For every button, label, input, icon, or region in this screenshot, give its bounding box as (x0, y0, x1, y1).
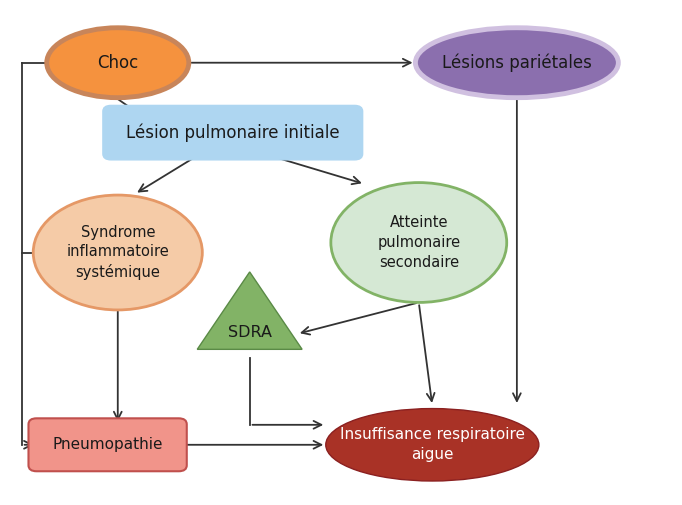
Text: Choc: Choc (97, 54, 138, 72)
Ellipse shape (33, 195, 203, 310)
Ellipse shape (326, 409, 539, 481)
Text: Insuffisance respiratoire
aigue: Insuffisance respiratoire aigue (340, 427, 525, 462)
Ellipse shape (331, 183, 507, 302)
Text: Atteinte
pulmonaire
secondaire: Atteinte pulmonaire secondaire (377, 215, 460, 270)
Text: Lésion pulmonaire initiale: Lésion pulmonaire initiale (126, 123, 340, 142)
Ellipse shape (47, 28, 189, 97)
Text: Syndrome
inflammatoire
systémique: Syndrome inflammatoire systémique (66, 225, 169, 280)
Polygon shape (197, 272, 302, 349)
Text: Pneumopathie: Pneumopathie (53, 437, 163, 452)
FancyBboxPatch shape (29, 418, 187, 471)
FancyBboxPatch shape (103, 106, 363, 160)
Text: Lésions pariétales: Lésions pariétales (442, 54, 592, 72)
Text: SDRA: SDRA (228, 325, 271, 340)
Ellipse shape (415, 28, 619, 97)
